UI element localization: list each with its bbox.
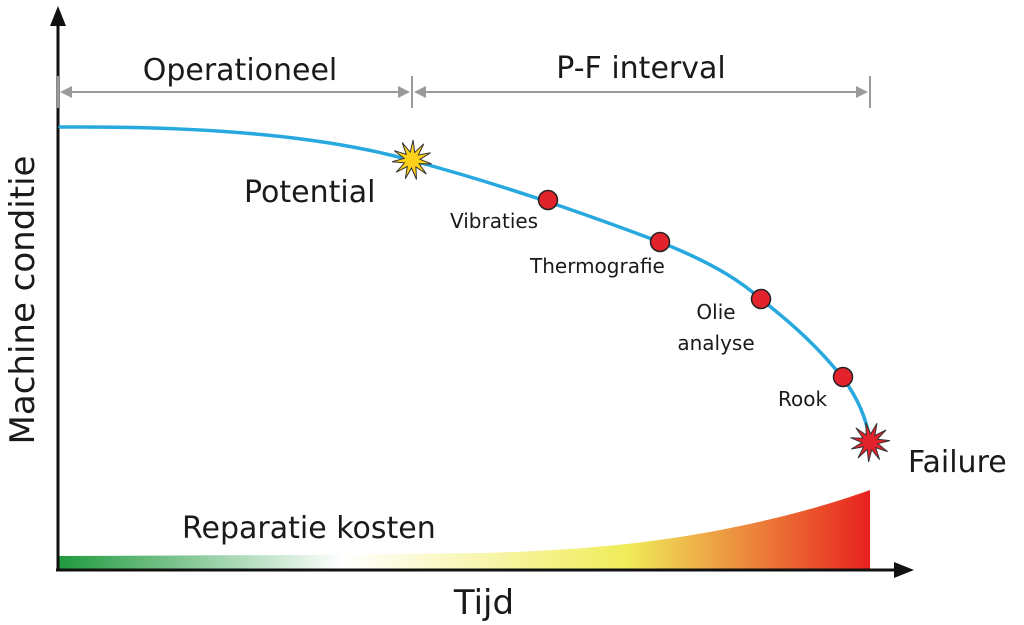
repair-cost-label: Reparatie kosten <box>182 511 436 546</box>
condition-curve <box>58 125 872 442</box>
oil-analysis-label-line2: analyse <box>677 331 754 355</box>
vibration-label: Vibraties <box>450 209 538 233</box>
x-axis-arrowhead <box>894 562 914 578</box>
phase-operational-label: Operationeel <box>143 53 338 88</box>
oil-analysis-indicator-dot <box>750 288 772 310</box>
potential-label: Potential <box>244 175 375 210</box>
y-axis-label: Machine conditie <box>3 156 43 445</box>
vibration-indicator-dot <box>537 189 559 211</box>
repair-cost-area <box>58 490 870 570</box>
smoke-indicator-dot <box>832 366 854 388</box>
thermography-indicator-dot <box>649 231 671 253</box>
oil-analysis-label-line1: Olie <box>696 300 735 324</box>
phase-pf-interval-label: P-F interval <box>556 51 725 86</box>
failure-label: Failure <box>908 445 1007 480</box>
thermography-label: Thermografie <box>529 254 665 278</box>
phase-dimensions <box>57 76 871 108</box>
potential-failure-star-icon <box>391 139 432 180</box>
x-axis-label: Tijd <box>453 583 514 623</box>
y-axis-arrowhead <box>50 6 66 26</box>
functional-failure-star-icon <box>850 422 891 463</box>
smoke-label: Rook <box>778 387 827 411</box>
